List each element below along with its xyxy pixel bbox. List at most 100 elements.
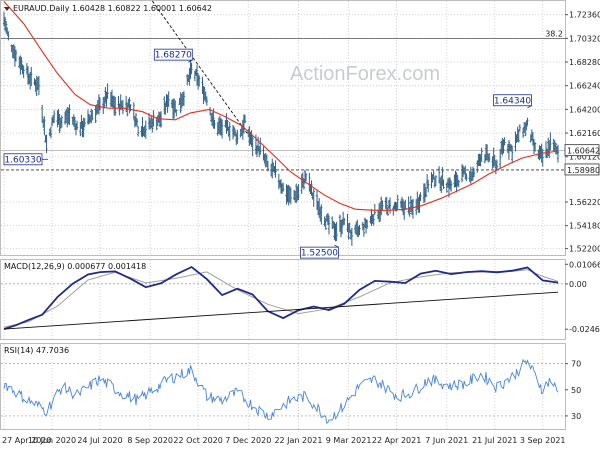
ohlc-bar [340, 219, 344, 235]
rsi-tick-label: 30 [571, 412, 581, 421]
macd-trendline [3, 291, 559, 330]
ohlc-bar [94, 105, 97, 124]
macd-tick-label: 0.00 [569, 280, 587, 289]
ohlc-bar [502, 139, 505, 154]
ohlc-bar [40, 104, 44, 123]
ohlc-bar [167, 91, 170, 108]
ohlc-bar [361, 221, 364, 231]
dropdown-triangle-icon[interactable] [4, 7, 10, 11]
rsi-label: RSI(14) 47.7036 [4, 346, 69, 355]
ohlc-bar [549, 132, 552, 151]
ohlc-bar [266, 161, 270, 172]
ohlc-bar [533, 142, 537, 152]
ohlc-bar [554, 142, 558, 155]
ohlc-bar [30, 66, 33, 86]
macd-tick-label: 0.01066 [569, 260, 600, 269]
ohlc-bar [136, 126, 140, 137]
ohlc-bar [507, 140, 511, 160]
ohlc-bar [472, 168, 476, 178]
ohlc-bar [7, 31, 10, 41]
ohlc-bar [442, 179, 445, 189]
current-price-badge: 1.60642 [564, 144, 600, 157]
ohlc-bars [2, 11, 560, 246]
ohlc-bar [289, 187, 293, 205]
ohlc-bar [385, 196, 388, 215]
ohlc-bar [255, 145, 259, 158]
x-tick-label: 22 Oct 2020 [173, 436, 222, 445]
ohlc-bar [526, 117, 529, 126]
ohlc-bar [373, 203, 376, 215]
ohlc-bar [332, 221, 335, 229]
ohlc-bar [14, 49, 18, 62]
ohlc-bar [91, 109, 94, 120]
moving-average-line [3, 1, 559, 211]
ohlc-bar [525, 120, 528, 131]
symbol-label: EURAUD.Daily 1.60428 1.60822 1.60001 1.6… [13, 4, 212, 13]
ohlc-bar [441, 167, 444, 186]
ohlc-bar [50, 117, 54, 127]
ohlc-bar [226, 119, 229, 131]
ohlc-bar [228, 122, 231, 141]
ohlc-bar [517, 129, 520, 143]
ohlc-bar [320, 204, 323, 225]
x-tick-label: 10 Jun 2020 [28, 436, 76, 445]
price-annotation: 1.68270 [153, 48, 193, 63]
ohlc-bar [75, 120, 79, 130]
support-badge: 1.58980 [564, 163, 600, 176]
x-tick-label: 22 Apr 2021 [372, 436, 421, 445]
ohlc-bar [189, 59, 192, 79]
ohlc-bar [114, 96, 117, 116]
ohlc-bar [155, 117, 158, 131]
ohlc-bar [152, 110, 155, 127]
ohlc-bar [404, 199, 407, 210]
ohlc-bar [326, 212, 330, 226]
ohlc-bar [388, 197, 392, 214]
symbol: EURAUD [13, 4, 47, 13]
ohlc-bar [151, 118, 154, 133]
ohlc-bar [121, 100, 125, 115]
price-panel-frame [0, 0, 566, 256]
ohlc-bar [510, 145, 514, 163]
ohlc-bar [358, 224, 361, 236]
ohlc-bar [236, 129, 239, 144]
ohlc-bar [480, 147, 483, 162]
ohlc-bar [407, 196, 410, 214]
price-panel: 38.2 1.68270 1.60330 1.52500 1.64340 [1, 0, 565, 259]
timeframe: Daily [49, 4, 70, 13]
ohlc-bar [52, 110, 56, 123]
ohlc-bar [179, 92, 182, 114]
price-tick-label: 1.54180 [569, 222, 600, 231]
ohlc-bar [133, 116, 137, 128]
ohlc-bar [243, 114, 247, 123]
ohlc-bar [49, 126, 53, 139]
price-tick-label: 1.52200 [569, 245, 600, 254]
price-tick-label: 1.66240 [569, 82, 600, 91]
ohlc-bar [43, 116, 46, 136]
ohlc-bar [445, 182, 448, 193]
fib-level-label: 38.2 [545, 30, 563, 39]
ohlc-bar [499, 148, 502, 168]
annotation-label: 1.52500 [301, 249, 338, 259]
macd-label: MACD(12,26,9) 0.000677 0.001418 [4, 262, 146, 271]
ohlc-bar [449, 180, 453, 192]
ohlc-bar [372, 213, 375, 226]
ohlc-bar [147, 113, 151, 130]
ohlc-bar [312, 188, 315, 207]
annotation-label: 1.68270 [155, 51, 192, 61]
ohlc-bar [45, 134, 48, 154]
annotation-label: 1.64340 [494, 96, 531, 106]
macd-tick-label: -0.024664 [569, 325, 600, 334]
ohlc-bar [521, 127, 525, 138]
ohlc-bar [175, 109, 178, 117]
ohlc-bar [128, 97, 131, 114]
ohlc-bar [488, 152, 491, 162]
ohlc-bar [493, 154, 496, 167]
annotation-label: 1.60330 [4, 155, 41, 165]
ohlc-bar [106, 83, 109, 99]
ohlc-bar [556, 144, 560, 163]
ohlc-bar [60, 115, 63, 128]
ohlc-bar [180, 93, 183, 109]
ohlc-bar [201, 76, 204, 95]
